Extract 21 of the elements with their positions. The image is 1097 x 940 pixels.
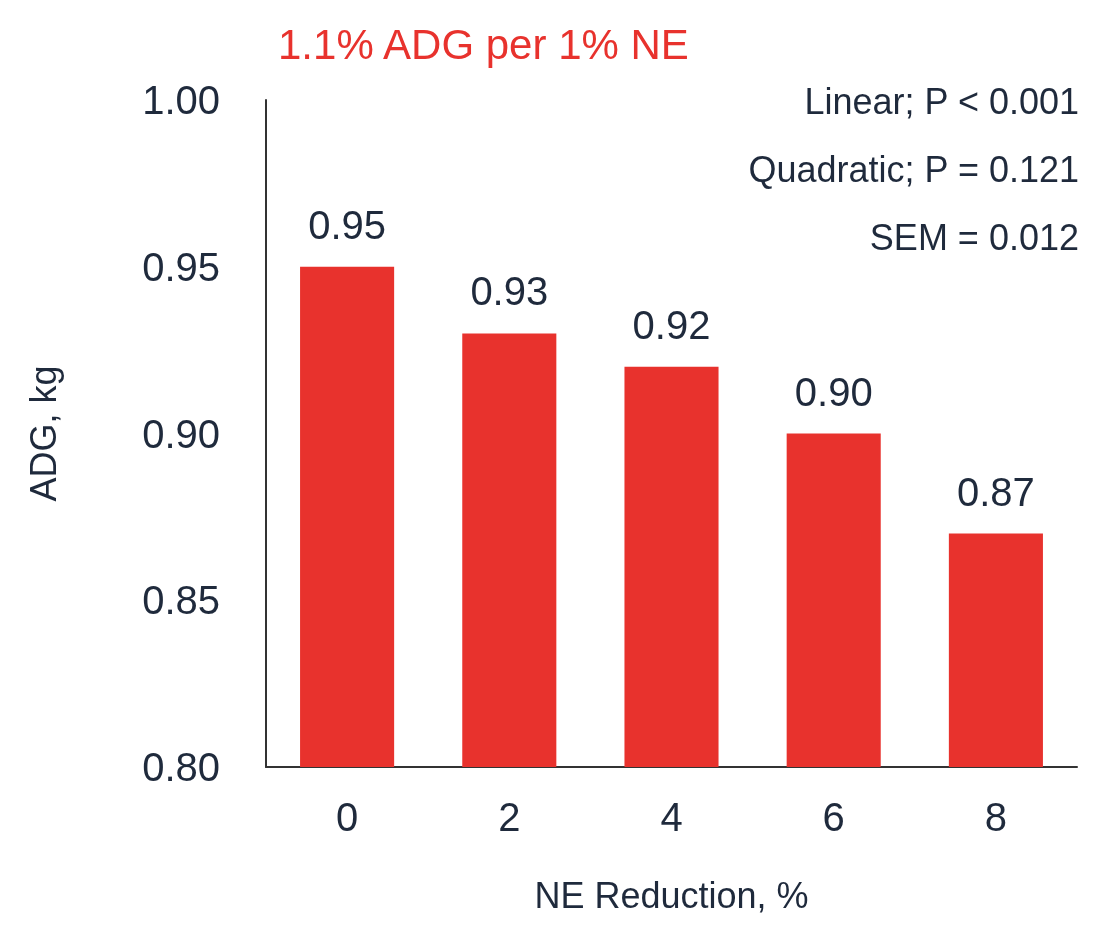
x-axis-title: NE Reduction, % <box>534 874 809 916</box>
data-label: 0.92 <box>632 302 711 347</box>
x-tick-label: 2 <box>498 795 521 839</box>
annotation: Linear; P < 0.001 <box>804 80 1079 122</box>
annotation: Quadratic; P = 0.121 <box>748 148 1079 190</box>
data-label: 0.95 <box>308 202 387 247</box>
y-axis-title: ADG, kg <box>22 365 64 502</box>
x-tick-label: 0 <box>335 795 359 839</box>
x-tick-label: 8 <box>984 795 1008 839</box>
y-tick-label: 0.80 <box>142 745 220 789</box>
data-label: 0.93 <box>470 269 549 314</box>
x-tick-label: 6 <box>822 795 845 839</box>
data-label: 0.90 <box>794 369 873 414</box>
y-tick-label: 0.85 <box>142 578 220 623</box>
chart-title: 1.1% ADG per 1% NE <box>278 20 689 68</box>
data-label: 0.87 <box>956 469 1035 514</box>
y-tick-label: 1.00 <box>142 78 220 122</box>
y-tick-label: 0.95 <box>142 244 220 289</box>
x-tick-label: 4 <box>660 795 683 839</box>
annotation: SEM = 0.012 <box>869 216 1079 258</box>
y-tick-label: 0.90 <box>142 411 220 456</box>
